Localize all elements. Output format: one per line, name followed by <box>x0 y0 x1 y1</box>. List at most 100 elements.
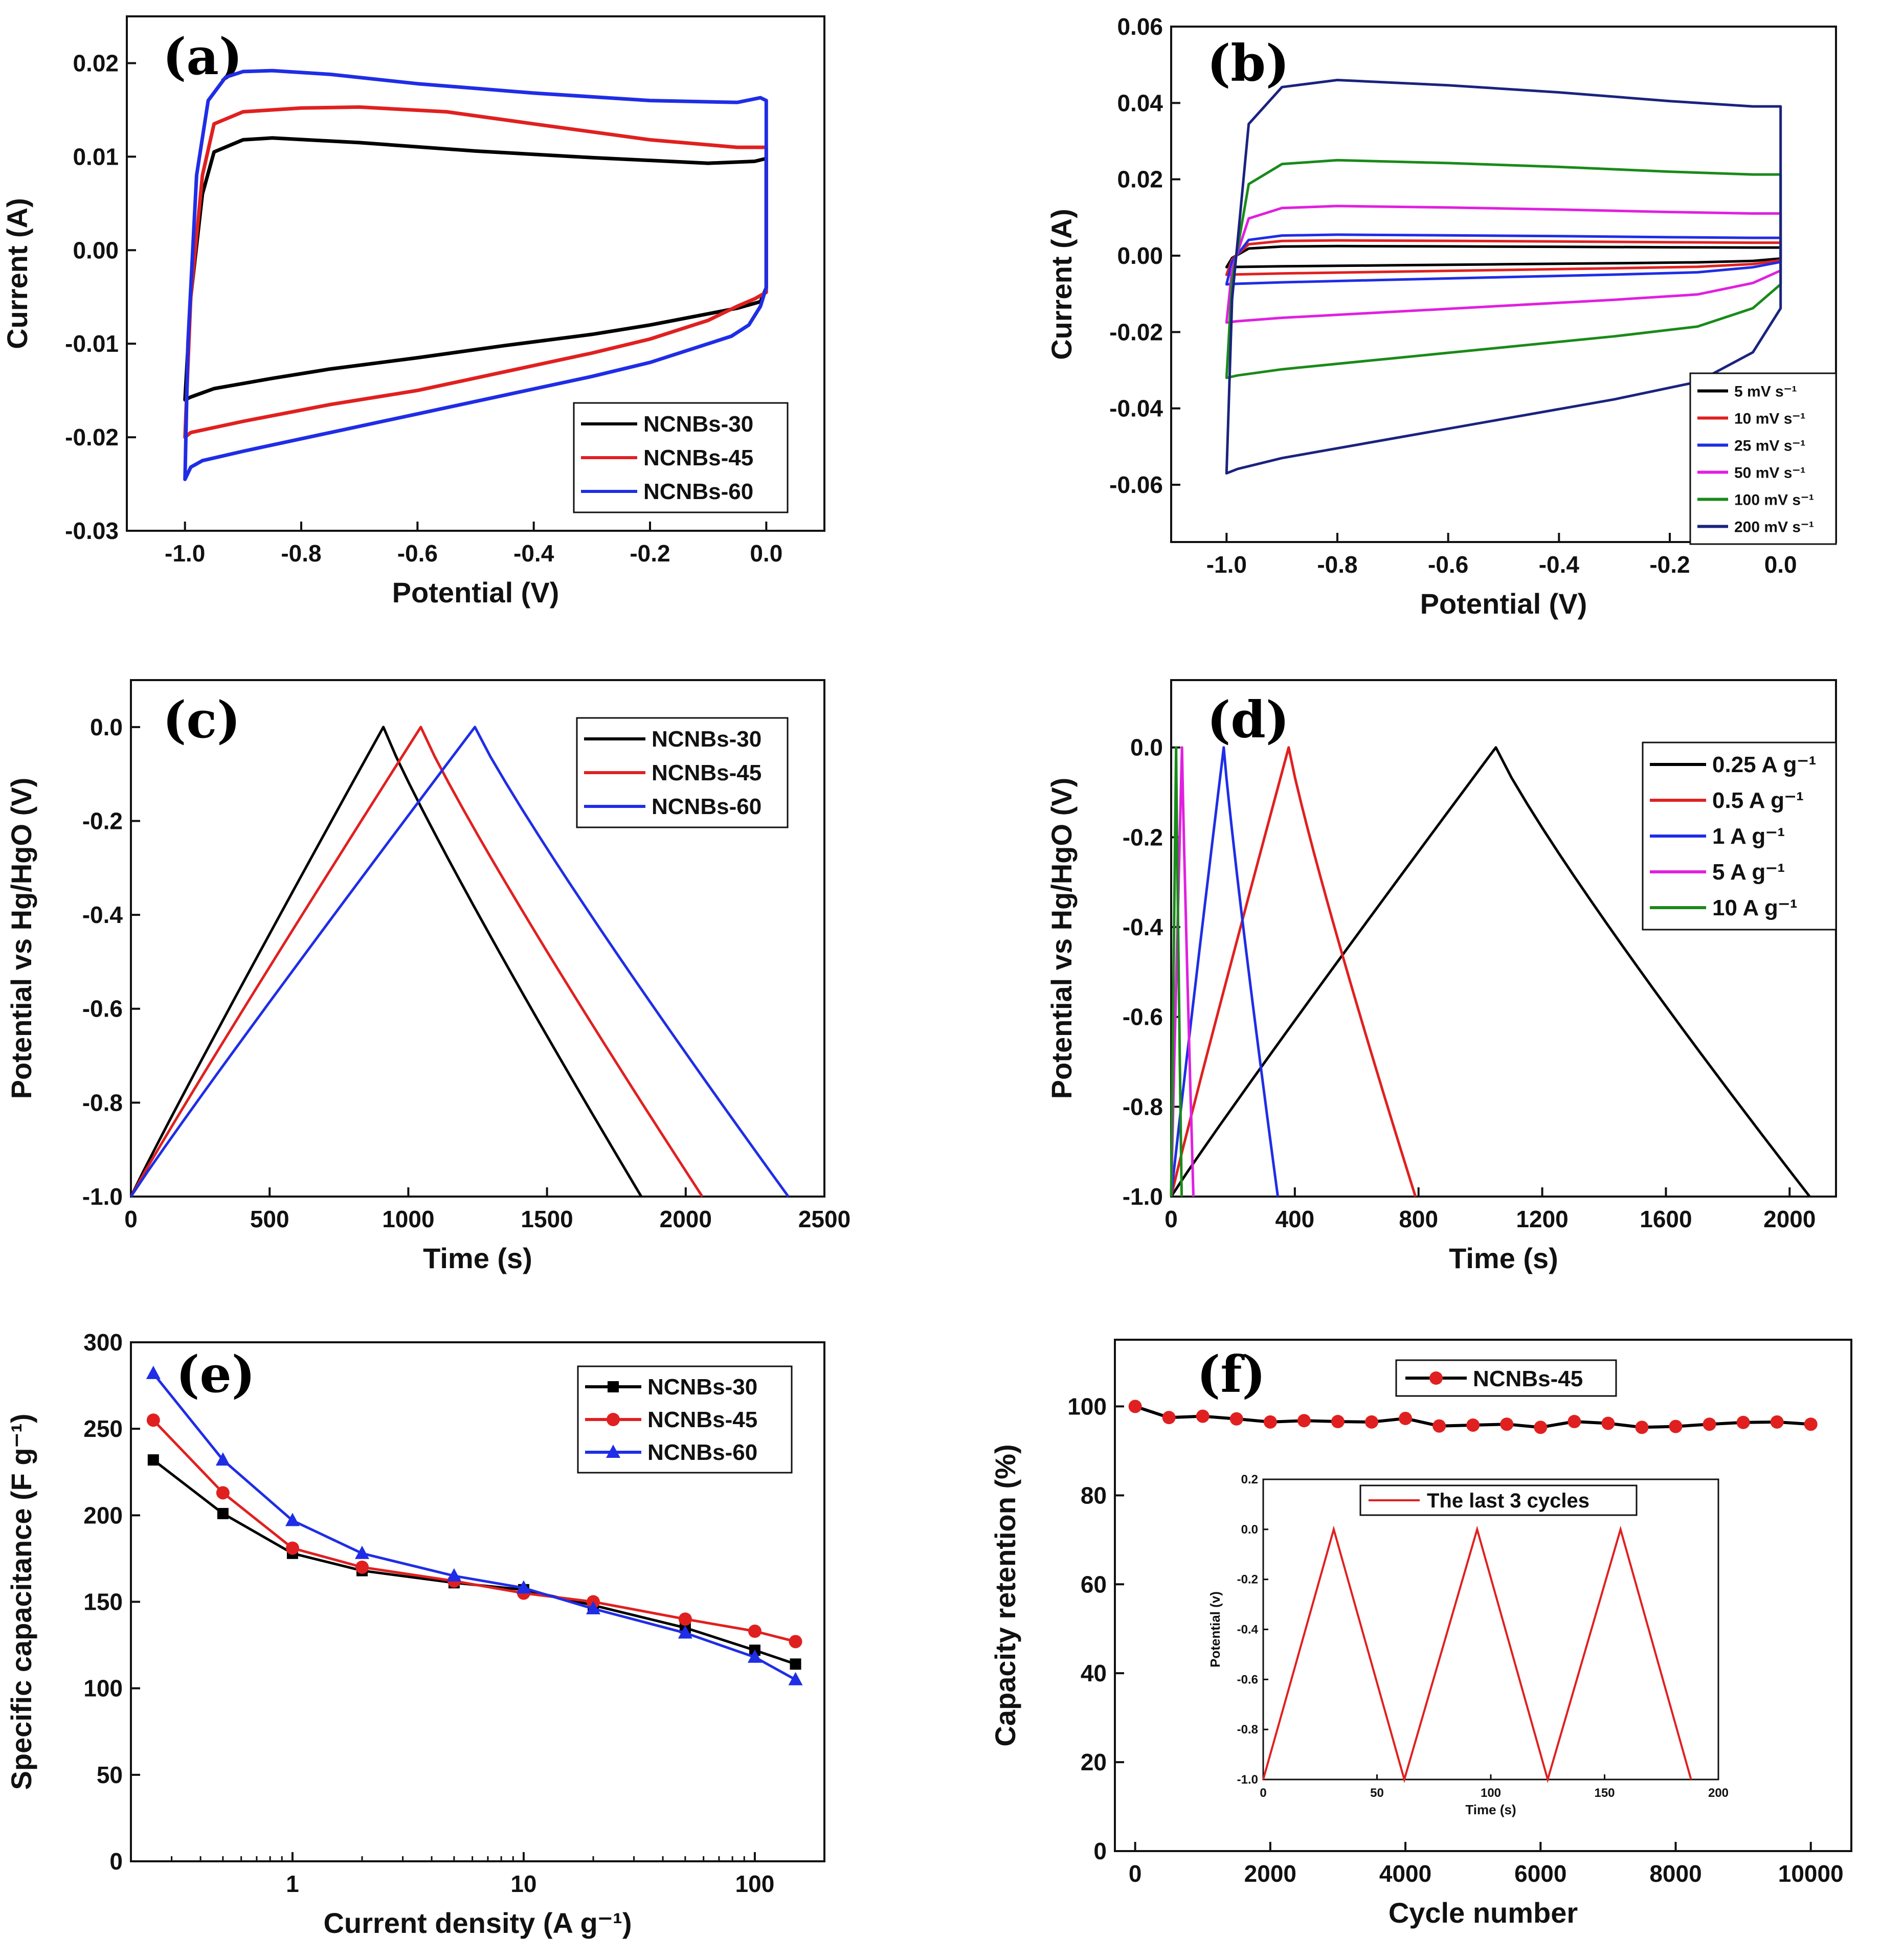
gcd-curve <box>129 726 790 1198</box>
retention-point <box>1534 1421 1548 1434</box>
x-tick-label: 4000 <box>1379 1860 1431 1887</box>
marker-circle <box>678 1612 692 1626</box>
panel-label: (f) <box>1197 1345 1266 1404</box>
x-axis-title: Potential (V) <box>1420 588 1587 620</box>
y-tick-label: -0.02 <box>1109 319 1163 345</box>
inset-y-tick-label: -0.6 <box>1237 1673 1258 1686</box>
retention-point <box>1770 1415 1784 1429</box>
inset-y-tick-label: 0.2 <box>1241 1473 1258 1486</box>
legend-entry: NCNBs-45 <box>652 760 762 785</box>
retention-point <box>1162 1411 1176 1425</box>
x-tick-label: 0.0 <box>1764 551 1797 578</box>
y-tick-label: -0.8 <box>1123 1093 1163 1120</box>
retention-point <box>1331 1415 1345 1428</box>
panel-f: 0 2000 4000 6000 8000 10000020406080100Cycle … <box>989 1339 1852 1929</box>
retention-point <box>1736 1415 1750 1429</box>
retention-point <box>1669 1420 1683 1433</box>
y-tick-label: 250 <box>83 1415 123 1442</box>
rate-line <box>152 1372 796 1681</box>
y-tick-label: -0.8 <box>82 1089 123 1116</box>
x-axis-title: Time (s) <box>423 1242 532 1274</box>
y-tick-label: -0.01 <box>65 330 119 357</box>
y-tick-label: -0.06 <box>1109 471 1163 498</box>
legend-entry: 200 mV s⁻¹ <box>1734 519 1814 536</box>
gcd-curve <box>129 726 643 1198</box>
x-tick-label: 1000 <box>382 1206 434 1232</box>
x-tick-label: 400 <box>1275 1206 1314 1232</box>
marker-circle <box>285 1541 299 1555</box>
y-axis-title: Potential vs Hg/HgO (V) <box>1045 778 1078 1099</box>
marker-triangle <box>215 1452 230 1466</box>
y-tick-label: -0.04 <box>1109 395 1163 422</box>
retention-point <box>1128 1400 1142 1413</box>
y-tick-label: 0.00 <box>73 237 119 263</box>
plot-frame <box>1170 679 1837 1198</box>
x-tick-label: 100 <box>735 1871 775 1897</box>
x-tick-label: 2500 <box>798 1206 850 1232</box>
marker-circle <box>789 1635 802 1649</box>
legend-entry: NCNBs-60 <box>643 479 753 504</box>
legend-entry: NCNBs-30 <box>643 412 753 437</box>
marker-circle <box>355 1560 369 1574</box>
panel-label: (a) <box>163 28 242 86</box>
inset-frame <box>1262 1478 1719 1781</box>
retention-point <box>1432 1419 1446 1433</box>
x-tick-label: 0.0 <box>750 540 782 567</box>
retention-point <box>1365 1415 1379 1429</box>
y-tick-label: 50 <box>97 1762 123 1788</box>
marker-triangle <box>516 1580 531 1594</box>
retention-point <box>1263 1415 1277 1429</box>
marker-circle <box>146 1413 160 1427</box>
panel-d: 0 400 800 1200 1600 2000 -1.0 -0.8 -0.6 -0.4 -0.2 0… <box>1045 679 1837 1274</box>
y-tick-label: -1.0 <box>1123 1183 1163 1210</box>
legend-entry: NCNBs-45 <box>1473 1366 1583 1391</box>
rate-line <box>152 1419 796 1643</box>
y-tick-label: 0.04 <box>1117 89 1163 116</box>
panel-label: (d) <box>1207 691 1289 750</box>
marker-square <box>608 1381 619 1392</box>
inset-x-tick-label: 150 <box>1594 1786 1615 1800</box>
marker-triangle <box>146 1365 161 1379</box>
panel-e: 1 10 100 0 50 100 150 200 250 300 Current density … <box>5 1329 825 1939</box>
gcd-curve <box>1170 746 1183 1197</box>
legend-entry: NCNBs-45 <box>647 1407 757 1432</box>
x-tick-label: 800 <box>1399 1206 1438 1232</box>
x-tick-label: 1500 <box>521 1206 573 1232</box>
x-tick-label: 0 <box>124 1206 138 1232</box>
inset-y-tick-label: -0.4 <box>1237 1623 1259 1637</box>
x-tick-label: 2000 <box>1763 1206 1816 1232</box>
retention-point <box>1635 1421 1649 1434</box>
legend-entry: 0.25 A g⁻¹ <box>1712 752 1816 777</box>
y-tick-label: 100 <box>83 1675 123 1702</box>
marker-triangle <box>446 1568 461 1582</box>
y-tick-label: 100 <box>1067 1393 1107 1420</box>
legend-entry: 0.5 A g⁻¹ <box>1712 788 1804 813</box>
y-tick-label: 0 <box>1093 1838 1107 1864</box>
retention-point <box>1804 1417 1818 1431</box>
inset-y-tick-label: 0.0 <box>1241 1523 1258 1537</box>
panel-label: (e) <box>176 1345 255 1404</box>
x-tick-label: -0.6 <box>397 540 438 567</box>
x-tick-label: 2000 <box>660 1206 712 1232</box>
inset-y-tick-label: -0.8 <box>1237 1723 1258 1737</box>
plot-frame <box>126 15 825 532</box>
x-tick-label: 1 <box>286 1871 299 1897</box>
gcd-curve <box>1170 746 1811 1198</box>
x-tick-label: 8000 <box>1649 1860 1701 1887</box>
y-tick-label: 40 <box>1081 1660 1107 1686</box>
x-axis-title: Current density (A g⁻¹) <box>323 1907 632 1939</box>
marker-triangle <box>606 1445 620 1458</box>
retention-point <box>1601 1416 1615 1430</box>
legend-box <box>1689 372 1837 545</box>
plot-frame <box>1114 1339 1852 1852</box>
cv-curve-scan-rate <box>1225 79 1782 475</box>
y-tick-label: -0.4 <box>1123 914 1163 940</box>
retention-point <box>1297 1414 1311 1428</box>
marker-triangle <box>586 1601 600 1615</box>
y-axis-title: Specific capacitance (F g⁻¹) <box>5 1414 37 1790</box>
y-tick-label: -0.02 <box>65 424 119 450</box>
inset-x-tick-label: 0 <box>1260 1786 1266 1800</box>
y-tick-label: 0 <box>109 1848 123 1875</box>
legend-marker <box>1429 1371 1443 1385</box>
